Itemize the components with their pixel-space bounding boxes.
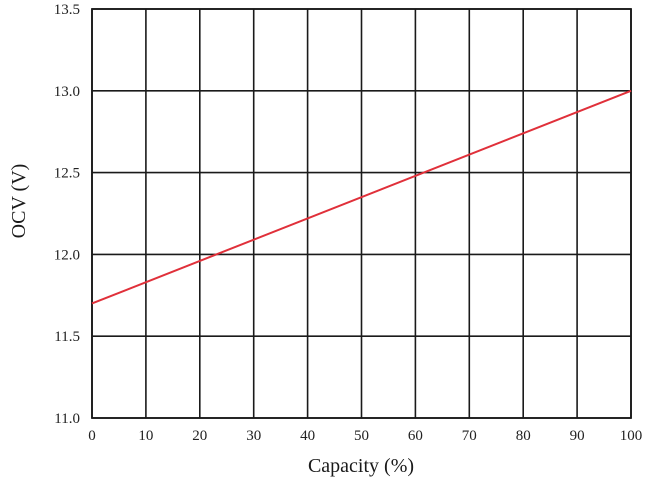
y-tick-labels: 11.0 11.5 12.0 12.5 13.0 13.5	[54, 2, 80, 427]
x-tick-label: 90	[570, 428, 585, 444]
x-tick-label: 100	[620, 428, 643, 444]
y-tick-label: 12.5	[54, 166, 80, 182]
series-line-ocv	[91, 89, 632, 305]
x-tick-label: 10	[138, 428, 153, 444]
x-tick-label: 60	[408, 428, 423, 444]
y-tick-label: 13.0	[54, 84, 80, 100]
grid	[91, 8, 632, 419]
plot-frame	[91, 8, 632, 419]
y-tick-label: 12.0	[54, 247, 80, 263]
y-axis-label: OCV (V)	[8, 164, 30, 239]
x-tick-label: 80	[516, 428, 531, 444]
x-tick-label: 50	[354, 428, 369, 444]
x-tick-label: 70	[462, 428, 477, 444]
x-tick-label: 30	[246, 428, 261, 444]
series-layer	[91, 89, 632, 305]
x-axis-label: Capacity (%)	[308, 455, 414, 477]
y-tick-label: 11.0	[54, 411, 80, 427]
x-tick-label: 20	[192, 428, 207, 444]
x-tick-label: 0	[88, 428, 96, 444]
x-tick-labels: 0 10 20 30 40 50 60 70 80 90 100	[88, 428, 642, 444]
x-tick-label: 40	[300, 428, 315, 444]
y-tick-label: 11.5	[54, 329, 80, 345]
y-tick-label: 13.5	[54, 2, 80, 18]
